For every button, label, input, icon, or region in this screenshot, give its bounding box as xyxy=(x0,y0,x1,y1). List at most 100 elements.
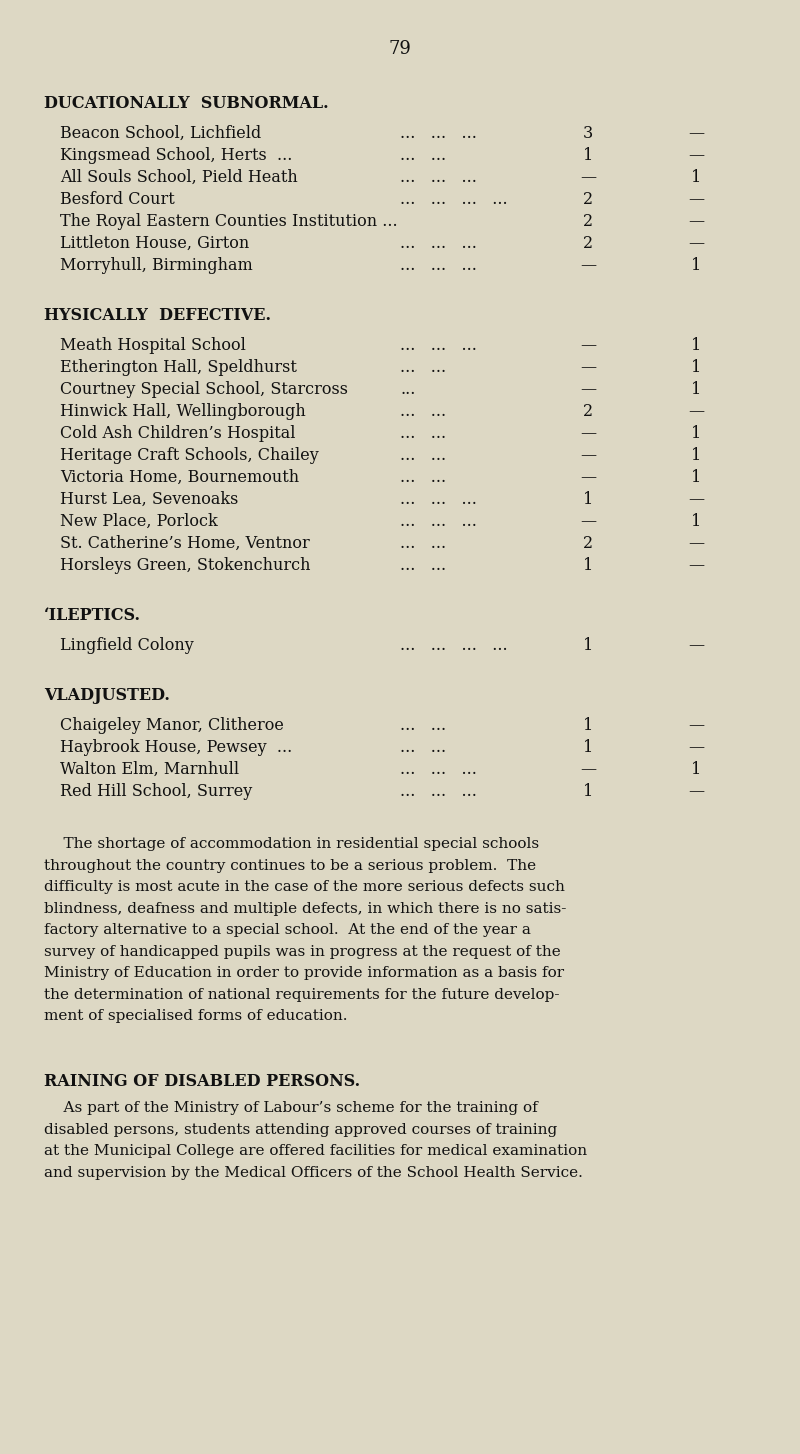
Text: 2: 2 xyxy=(583,212,593,230)
Text: 2: 2 xyxy=(583,535,593,553)
Text: Morryhull, Birmingham: Morryhull, Birmingham xyxy=(60,257,253,273)
Text: 79: 79 xyxy=(389,41,411,58)
Text: 1: 1 xyxy=(583,147,593,164)
Text: ...   ...: ... ... xyxy=(400,425,446,442)
Text: —: — xyxy=(688,535,704,553)
Text: ...: ... xyxy=(400,381,415,398)
Text: ...   ...: ... ... xyxy=(400,557,446,574)
Text: ...   ...: ... ... xyxy=(400,470,446,486)
Text: ...   ...   ...: ... ... ... xyxy=(400,337,477,353)
Text: Kingsmead School, Herts  ...: Kingsmead School, Herts ... xyxy=(60,147,292,164)
Text: at the Municipal College are offered facilities for medical examination: at the Municipal College are offered fac… xyxy=(44,1144,587,1159)
Text: —: — xyxy=(580,257,596,273)
Text: All Souls School, Pield Heath: All Souls School, Pield Heath xyxy=(60,169,298,186)
Text: HYSICALLY  DEFECTIVE.: HYSICALLY DEFECTIVE. xyxy=(44,307,271,324)
Text: ...   ...   ...   ...: ... ... ... ... xyxy=(400,637,508,654)
Text: VLADJUSTED.: VLADJUSTED. xyxy=(44,686,170,704)
Text: Horsleys Green, Stokenchurch: Horsleys Green, Stokenchurch xyxy=(60,557,310,574)
Text: The shortage of accommodation in residential special schools: The shortage of accommodation in residen… xyxy=(44,838,539,851)
Text: —: — xyxy=(688,557,704,574)
Text: Meath Hospital School: Meath Hospital School xyxy=(60,337,246,353)
Text: Red Hill School, Surrey: Red Hill School, Surrey xyxy=(60,784,252,800)
Text: ment of specialised forms of education.: ment of specialised forms of education. xyxy=(44,1009,347,1024)
Text: ...   ...   ...: ... ... ... xyxy=(400,491,477,507)
Text: Beacon School, Lichfield: Beacon School, Lichfield xyxy=(60,125,262,142)
Text: —: — xyxy=(688,125,704,142)
Text: ...   ...   ...: ... ... ... xyxy=(400,513,477,531)
Text: Haybrook House, Pewsey  ...: Haybrook House, Pewsey ... xyxy=(60,739,292,756)
Text: 1: 1 xyxy=(691,470,701,486)
Text: Hinwick Hall, Wellingborough: Hinwick Hall, Wellingborough xyxy=(60,403,306,420)
Text: Walton Elm, Marnhull: Walton Elm, Marnhull xyxy=(60,760,239,778)
Text: 1: 1 xyxy=(691,513,701,531)
Text: blindness, deafness and multiple defects, in which there is no satis-: blindness, deafness and multiple defects… xyxy=(44,901,566,916)
Text: Lingfield Colony: Lingfield Colony xyxy=(60,637,194,654)
Text: ‘ILEPTICS.: ‘ILEPTICS. xyxy=(44,606,141,624)
Text: Heritage Craft Schools, Chailey: Heritage Craft Schools, Chailey xyxy=(60,446,318,464)
Text: 2: 2 xyxy=(583,190,593,208)
Text: difficulty is most acute in the case of the more serious defects such: difficulty is most acute in the case of … xyxy=(44,880,565,894)
Text: —: — xyxy=(688,491,704,507)
Text: —: — xyxy=(580,513,596,531)
Text: survey of handicapped pupils was in progress at the request of the: survey of handicapped pupils was in prog… xyxy=(44,945,561,958)
Text: Chaigeley Manor, Clitheroe: Chaigeley Manor, Clitheroe xyxy=(60,717,284,734)
Text: —: — xyxy=(580,337,596,353)
Text: 1: 1 xyxy=(583,717,593,734)
Text: 1: 1 xyxy=(583,637,593,654)
Text: ...   ...: ... ... xyxy=(400,739,446,756)
Text: —: — xyxy=(688,403,704,420)
Text: 1: 1 xyxy=(583,491,593,507)
Text: ...   ...: ... ... xyxy=(400,535,446,553)
Text: disabled persons, students attending approved courses of training: disabled persons, students attending app… xyxy=(44,1122,558,1137)
Text: Littleton House, Girton: Littleton House, Girton xyxy=(60,236,250,252)
Text: DUCATIONALLY  SUBNORMAL.: DUCATIONALLY SUBNORMAL. xyxy=(44,95,329,112)
Text: 1: 1 xyxy=(691,257,701,273)
Text: 1: 1 xyxy=(583,557,593,574)
Text: 1: 1 xyxy=(691,760,701,778)
Text: 2: 2 xyxy=(583,403,593,420)
Text: —: — xyxy=(688,236,704,252)
Text: —: — xyxy=(688,147,704,164)
Text: 1: 1 xyxy=(691,337,701,353)
Text: ...   ...   ...   ...: ... ... ... ... xyxy=(400,190,508,208)
Text: —: — xyxy=(688,212,704,230)
Text: the determination of national requirements for the future develop-: the determination of national requiremen… xyxy=(44,987,559,1002)
Text: Ministry of Education in order to provide information as a basis for: Ministry of Education in order to provid… xyxy=(44,967,564,980)
Text: 1: 1 xyxy=(583,784,593,800)
Text: throughout the country continues to be a serious problem.  The: throughout the country continues to be a… xyxy=(44,858,536,872)
Text: ...   ...   ...: ... ... ... xyxy=(400,236,477,252)
Text: ...   ...   ...: ... ... ... xyxy=(400,784,477,800)
Text: ...   ...: ... ... xyxy=(400,147,446,164)
Text: ...   ...: ... ... xyxy=(400,717,446,734)
Text: —: — xyxy=(688,190,704,208)
Text: Courtney Special School, Starcross: Courtney Special School, Starcross xyxy=(60,381,348,398)
Text: —: — xyxy=(580,359,596,377)
Text: RAINING OF DISABLED PERSONS.: RAINING OF DISABLED PERSONS. xyxy=(44,1073,360,1090)
Text: and supervision by the Medical Officers of the School Health Service.: and supervision by the Medical Officers … xyxy=(44,1166,583,1179)
Text: St. Catherine’s Home, Ventnor: St. Catherine’s Home, Ventnor xyxy=(60,535,310,553)
Text: Victoria Home, Bournemouth: Victoria Home, Bournemouth xyxy=(60,470,299,486)
Text: The Royal Eastern Counties Institution ...: The Royal Eastern Counties Institution .… xyxy=(60,212,398,230)
Text: —: — xyxy=(580,425,596,442)
Text: 1: 1 xyxy=(691,446,701,464)
Text: factory alternative to a special school.  At the end of the year a: factory alternative to a special school.… xyxy=(44,923,531,938)
Text: 2: 2 xyxy=(583,236,593,252)
Text: —: — xyxy=(688,739,704,756)
Text: New Place, Porlock: New Place, Porlock xyxy=(60,513,218,531)
Text: —: — xyxy=(580,470,596,486)
Text: 1: 1 xyxy=(691,169,701,186)
Text: ...   ...: ... ... xyxy=(400,359,446,377)
Text: —: — xyxy=(688,784,704,800)
Text: Etherington Hall, Speldhurst: Etherington Hall, Speldhurst xyxy=(60,359,297,377)
Text: 1: 1 xyxy=(691,425,701,442)
Text: —: — xyxy=(580,760,596,778)
Text: ...   ...: ... ... xyxy=(400,403,446,420)
Text: —: — xyxy=(580,446,596,464)
Text: Cold Ash Children’s Hospital: Cold Ash Children’s Hospital xyxy=(60,425,295,442)
Text: 3: 3 xyxy=(583,125,593,142)
Text: —: — xyxy=(580,381,596,398)
Text: ...   ...   ...: ... ... ... xyxy=(400,760,477,778)
Text: As part of the Ministry of Labour’s scheme for the training of: As part of the Ministry of Labour’s sche… xyxy=(44,1101,538,1115)
Text: —: — xyxy=(688,717,704,734)
Text: ...   ...   ...: ... ... ... xyxy=(400,125,477,142)
